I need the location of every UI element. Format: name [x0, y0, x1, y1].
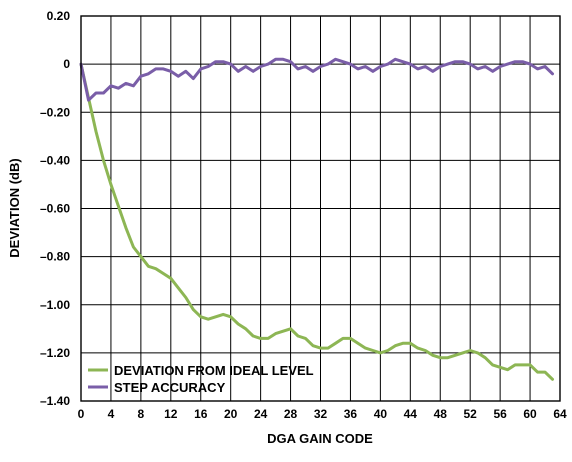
legend-label: DEVIATION FROM IDEAL LEVEL — [114, 363, 314, 378]
plot-frame — [80, 15, 561, 402]
x-tick-label: 8 — [138, 407, 145, 421]
x-tick-label: 48 — [434, 407, 448, 421]
x-axis-label: DGA GAIN CODE — [267, 431, 373, 446]
grid-lines — [81, 16, 560, 401]
legend: DEVIATION FROM IDEAL LEVEL STEP ACCURACY — [88, 363, 314, 395]
y-tick-label: –0.20 — [40, 105, 70, 119]
x-tick-label: 24 — [254, 407, 268, 421]
y-tick-label: –1.20 — [40, 346, 70, 360]
y-tick-label: –0.60 — [40, 202, 70, 216]
x-tick-label: 36 — [344, 407, 358, 421]
x-tick-label: 32 — [314, 407, 328, 421]
x-tick-label: 28 — [284, 407, 298, 421]
x-tick-label: 16 — [194, 407, 208, 421]
series-line-2 — [79, 57, 554, 102]
y-tick-label: –0.40 — [40, 153, 70, 167]
x-tick-label: 44 — [404, 407, 418, 421]
y-tick-label: 0 — [63, 57, 70, 71]
x-tick-label: 40 — [374, 407, 388, 421]
x-tick-label: 4 — [108, 407, 115, 421]
y-axis-label: DEVIATION (dB) — [7, 158, 22, 257]
y-tick-label: 0.20 — [47, 9, 71, 23]
y-tick-labels: 0.20 0 –0.20 –0.40 –0.60 –0.80 –1.00 –1.20 –1.40 — [40, 9, 70, 408]
series-lines — [79, 57, 554, 381]
y-tick-label: –0.80 — [40, 250, 70, 264]
y-tick-label: –1.00 — [40, 298, 70, 312]
x-tick-label: 0 — [78, 407, 85, 421]
legend-label: STEP ACCURACY — [114, 380, 226, 395]
x-tick-label: 60 — [523, 407, 537, 421]
x-tick-label: 56 — [493, 407, 507, 421]
x-tick-label: 20 — [224, 407, 238, 421]
x-tick-label: 52 — [464, 407, 478, 421]
series-line-1 — [79, 62, 554, 381]
y-tick-label: –1.40 — [40, 394, 70, 408]
x-tick-label: 12 — [164, 407, 178, 421]
x-tick-labels: 0 4 8 12 16 20 24 28 32 36 40 44 48 52 56 60 64 — [78, 407, 567, 421]
x-tick-label: 64 — [553, 407, 567, 421]
